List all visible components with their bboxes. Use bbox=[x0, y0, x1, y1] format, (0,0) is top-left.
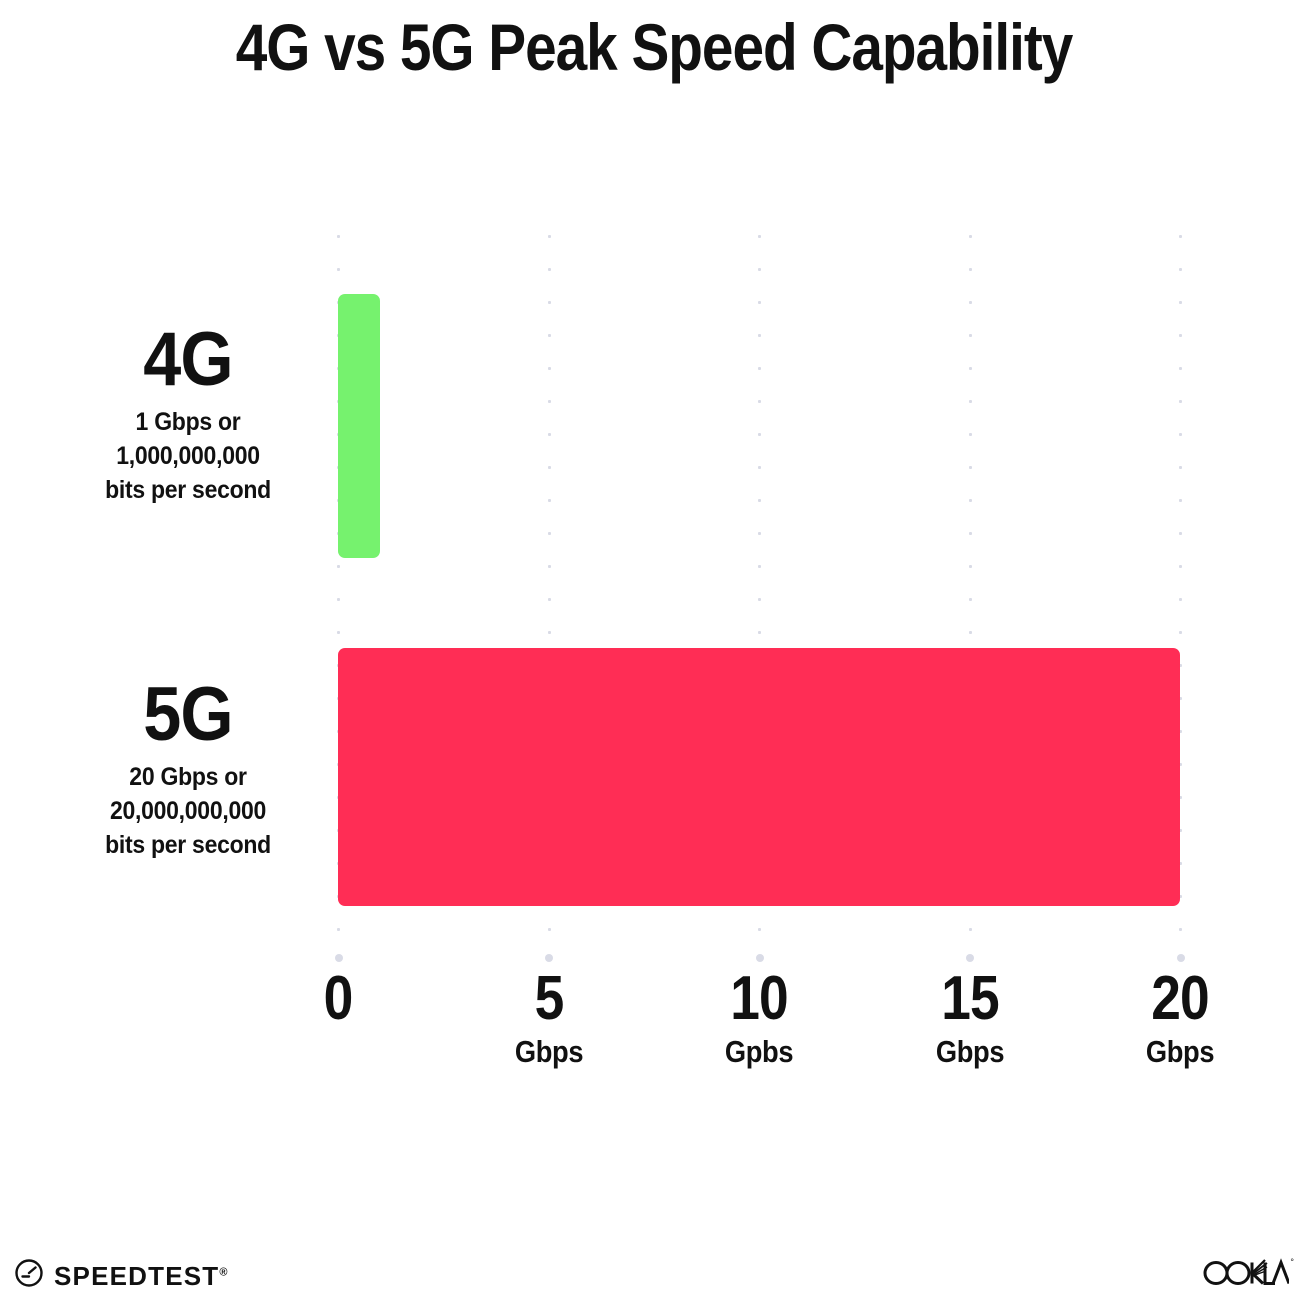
row-label-4g-generation: 4G bbox=[143, 317, 233, 402]
gridline-end-dot bbox=[334, 954, 343, 962]
gridline-end-dot bbox=[966, 954, 974, 962]
row-label-5g-detail-line2: 20,000,000,000 bbox=[109, 796, 267, 825]
ookla-trademark: ° bbox=[1290, 1257, 1294, 1267]
gridline-end-dot bbox=[755, 954, 764, 962]
x-tick-5-value: 5 bbox=[534, 964, 564, 1033]
gridline-20 bbox=[1176, 220, 1185, 962]
gridline-5 bbox=[545, 220, 553, 962]
row-label-5g-detail-line1: 20 Gbps or bbox=[129, 762, 247, 791]
x-tick-20-unit: Gbps bbox=[1145, 1034, 1215, 1069]
speedtest-wordmark-text: SPEEDTEST bbox=[54, 1260, 220, 1291]
gridline-end-dot bbox=[545, 954, 553, 962]
x-tick-10-unit: Gpbs bbox=[724, 1034, 794, 1069]
x-tick-10: 10 Gpbs bbox=[679, 964, 839, 1069]
plot-area bbox=[334, 220, 1185, 962]
row-label-4g-detail-line3: bits per second bbox=[105, 475, 271, 504]
x-tick-10-value: 10 bbox=[730, 964, 788, 1033]
gridline-end-dot bbox=[1176, 954, 1185, 962]
row-label-4g: 4G 1 Gbps or 1,000,000,000 bits per seco… bbox=[62, 317, 314, 507]
x-tick-5: 5 Gbps bbox=[469, 964, 629, 1069]
speedtest-logo: SPEEDTEST® bbox=[14, 1258, 228, 1293]
bar-5g bbox=[338, 648, 1180, 906]
row-label-4g-detail-line2: 1,000,000,000 bbox=[116, 441, 260, 470]
x-tick-15-unit: Gbps bbox=[935, 1034, 1004, 1069]
row-label-5g: 5G 20 Gbps or 20,000,000,000 bits per se… bbox=[62, 672, 314, 862]
speedtest-trademark: ® bbox=[219, 1265, 228, 1278]
x-tick-20: 20 Gbps bbox=[1100, 964, 1260, 1069]
ookla-logo: ° bbox=[1203, 1253, 1294, 1291]
x-tick-15-value: 15 bbox=[940, 964, 999, 1033]
speedometer-icon bbox=[14, 1258, 44, 1293]
bar-4g bbox=[338, 294, 381, 558]
x-tick-20-value: 20 bbox=[1151, 964, 1209, 1033]
gridline-15 bbox=[966, 220, 974, 962]
gridline-10 bbox=[755, 220, 764, 962]
x-tick-0: 0 Gbps bbox=[258, 968, 418, 1067]
page-title: 4G vs 5G Peak Speed Capability bbox=[235, 10, 1074, 84]
row-label-4g-detail: 1 Gbps or 1,000,000,000 bits per second bbox=[72, 405, 304, 507]
row-label-4g-detail-line1: 1 Gbps or bbox=[135, 407, 241, 436]
x-tick-0-value: 0 bbox=[323, 964, 354, 1033]
x-tick-15: 15 Gbps bbox=[890, 964, 1050, 1069]
row-label-5g-detail-line3: bits per second bbox=[105, 830, 271, 859]
ookla-wordmark bbox=[1203, 1253, 1291, 1291]
gridline-0 bbox=[334, 220, 343, 962]
row-label-5g-generation: 5G bbox=[143, 672, 233, 757]
x-tick-5-unit: Gbps bbox=[514, 1034, 583, 1069]
row-label-5g-detail: 20 Gbps or 20,000,000,000 bits per secon… bbox=[72, 760, 304, 862]
speedtest-wordmark: SPEEDTEST® bbox=[54, 1263, 228, 1289]
